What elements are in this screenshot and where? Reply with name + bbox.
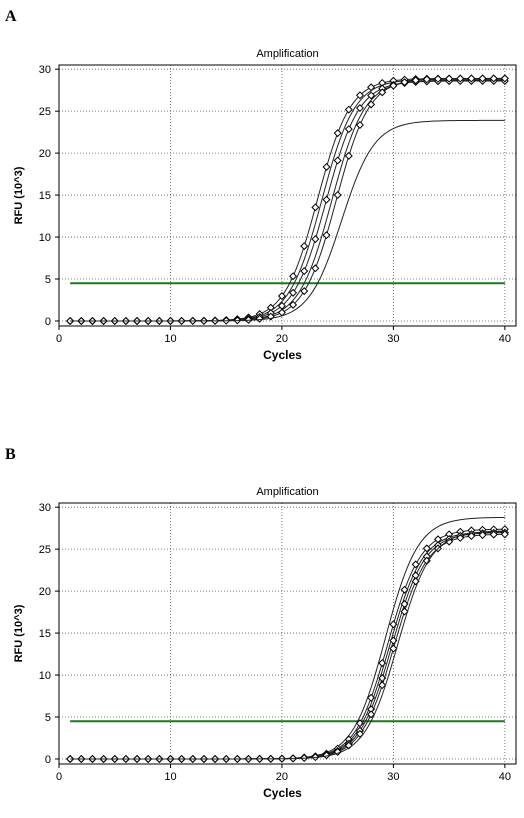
data-point: [411, 76, 420, 85]
y-tick-label: 15: [39, 190, 51, 202]
data-point: [389, 81, 398, 90]
data-point: [322, 162, 331, 171]
data-point: [400, 78, 409, 87]
data-point: [289, 288, 298, 297]
data-point: [355, 729, 364, 738]
data-point: [445, 74, 454, 83]
data-point: [467, 532, 476, 541]
data-point: [311, 203, 320, 212]
data-point: [467, 74, 476, 83]
chart-title: Amplification: [256, 486, 318, 498]
data-point: [255, 314, 264, 323]
chart-title: Amplification: [256, 48, 318, 60]
data-point: [389, 620, 398, 629]
series-line-6: [70, 119, 505, 322]
x-tick-label: 10: [164, 333, 176, 345]
data-point: [311, 264, 320, 273]
panel-a-label: A: [5, 8, 17, 25]
data-point: [289, 272, 298, 281]
data-point: [422, 544, 431, 553]
data-point: [500, 530, 509, 539]
data-point: [311, 235, 320, 244]
data-point: [378, 88, 387, 97]
data-point: [333, 129, 342, 138]
data-point: [367, 91, 376, 100]
data-point: [355, 91, 364, 100]
y-tick-label: 20: [39, 586, 51, 598]
y-tick-label: 25: [39, 106, 51, 118]
data-point: [344, 125, 353, 134]
y-tick-label: 20: [39, 148, 51, 160]
data-point: [489, 530, 498, 539]
data-point: [344, 151, 353, 160]
y-tick-label: 30: [39, 502, 51, 514]
data-point: [500, 74, 509, 83]
data-point: [322, 751, 331, 760]
data-point: [422, 75, 431, 84]
panel-b-label: B: [5, 446, 16, 463]
data-point: [367, 100, 376, 109]
data-point: [66, 754, 75, 763]
data-point: [389, 644, 398, 653]
data-point: [367, 710, 376, 719]
data-point: [378, 681, 387, 690]
data-point: [355, 120, 364, 129]
data-point: [344, 741, 353, 750]
x-tick-label: 40: [499, 333, 511, 345]
x-tick-label: 30: [387, 771, 399, 783]
data-point: [300, 287, 309, 296]
data-point: [478, 74, 487, 83]
data-point: [322, 231, 331, 240]
x-tick-label: 30: [387, 333, 399, 345]
data-point: [478, 531, 487, 540]
data-point: [411, 577, 420, 586]
x-tick-label: 0: [56, 333, 62, 345]
amplification-chart-a: Amplification 0 10 20 30 40 0 5 10 15 20 25 30 Cycles…: [13, 48, 517, 362]
y-tick-label: 10: [39, 232, 51, 244]
x-axis-label: Cycles: [263, 786, 302, 800]
x-tick-label: 20: [276, 771, 288, 783]
data-point: [411, 560, 420, 569]
y-axis-label: RFU (10^3): [13, 604, 25, 662]
series-line-6: [70, 530, 505, 760]
amplification-chart-b: Amplification 0 10 20 30 40 0 5 10 15 20 25 30 Cycles…: [13, 486, 517, 800]
data-point: [322, 195, 331, 204]
data-point: [66, 316, 75, 325]
data-point: [344, 105, 353, 114]
data-point: [355, 104, 364, 113]
data-point: [400, 607, 409, 616]
x-tick-label: 40: [499, 771, 511, 783]
data-point: [456, 74, 465, 83]
data-point: [300, 242, 309, 251]
y-tick-label: 25: [39, 544, 51, 556]
y-tick-label: 5: [45, 712, 51, 724]
data-point: [333, 156, 342, 165]
y-tick-label: 5: [45, 274, 51, 286]
x-tick-label: 20: [276, 333, 288, 345]
x-tick-label: 0: [56, 771, 62, 783]
y-tick-label: 10: [39, 670, 51, 682]
y-axis-label: RFU (10^3): [13, 166, 25, 224]
data-point: [433, 74, 442, 83]
data-point: [489, 74, 498, 83]
data-point: [333, 190, 342, 200]
data-point: [300, 267, 309, 276]
data-point: [289, 300, 298, 309]
y-tick-label: 15: [39, 628, 51, 640]
y-tick-label: 0: [45, 754, 51, 766]
x-axis-label: Cycles: [263, 348, 302, 362]
data-point: [277, 292, 286, 301]
y-tick-label: 30: [39, 64, 51, 76]
data-point: [445, 537, 454, 546]
x-tick-label: 10: [164, 771, 176, 783]
y-tick-label: 0: [45, 316, 51, 328]
